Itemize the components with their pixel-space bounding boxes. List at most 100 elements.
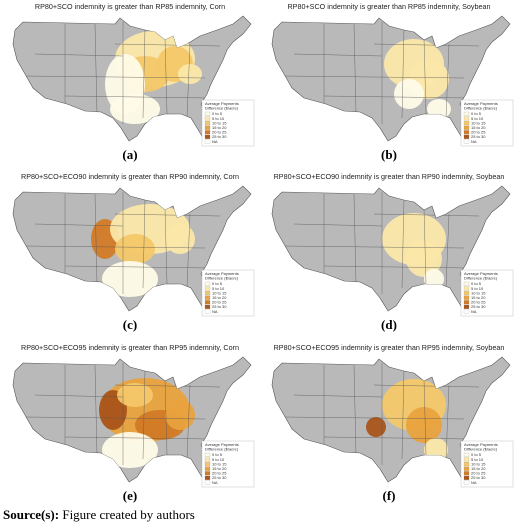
legend-label: 25 to 30 [212, 475, 227, 480]
legend-label: 0 to 5 [471, 452, 482, 457]
legend-swatch [204, 291, 211, 296]
legend-swatch [204, 281, 211, 286]
shading [283, 22, 480, 124]
state-line [164, 207, 168, 285]
state-line [24, 245, 206, 249]
state-line [186, 384, 191, 460]
legend-title: Difference ($/acre) [205, 447, 239, 452]
legend-title: Difference ($/acre) [464, 276, 498, 281]
state-line [186, 43, 191, 119]
state-line [373, 213, 480, 217]
state-line [401, 197, 405, 289]
map-panel: RP80+SCO indemnity is greater than RP85 … [12, 2, 255, 162]
legend-swatch [204, 462, 211, 467]
legend-swatch [463, 295, 470, 300]
legend-swatch [204, 309, 211, 314]
legend-label: 15 to 20 [471, 125, 486, 130]
state-line [24, 75, 206, 79]
legend-swatch [204, 457, 211, 462]
legend-label: 5 to 10 [212, 457, 225, 462]
legend-swatch [463, 121, 470, 126]
map-panel: RP80+SCO indemnity is greater than RP85 … [271, 2, 514, 162]
legend-swatch [463, 466, 470, 471]
state-line [64, 265, 211, 269]
state-line [24, 416, 206, 420]
legend-swatch [463, 116, 470, 121]
panel-title: RP80+SCO indemnity is greater than RP85 … [35, 2, 225, 11]
legend-label: 10 to 15 [471, 290, 486, 295]
state-line [114, 384, 221, 388]
state-line [293, 223, 383, 227]
legend-swatch [463, 281, 470, 286]
shading [283, 363, 480, 465]
state-line [283, 75, 465, 79]
legend-label: 0 to 5 [212, 111, 223, 116]
panel-label: (b) [381, 147, 397, 162]
legend-swatch [463, 462, 470, 467]
map-panel: RP80+SCO+ECO95 indemnity is greater than… [271, 343, 514, 503]
legend-title: Average Payments [464, 101, 498, 106]
source: Source(s): Figure created by authors [3, 507, 195, 522]
state-line [293, 394, 383, 398]
legend-title: Average Payments [464, 271, 498, 276]
state-line [186, 213, 191, 289]
county-shading [424, 269, 444, 289]
county-shading [115, 234, 155, 264]
county-shading [366, 417, 386, 437]
legend-label: 0 to 5 [212, 281, 223, 286]
state-line [114, 43, 221, 47]
legend-swatch [463, 475, 470, 480]
legend-box [201, 440, 255, 488]
panel-title: RP80+SCO+ECO95 indemnity is greater than… [21, 343, 239, 352]
state-line [34, 223, 124, 227]
legend-label: 20 to 25 [212, 300, 227, 305]
legend-label: NA [212, 480, 218, 485]
legend-label: NA [471, 480, 477, 485]
legend-label: 15 to 20 [471, 466, 486, 471]
state-line [293, 53, 383, 57]
state-line [64, 95, 211, 99]
state-line [353, 193, 357, 285]
state-line [94, 193, 98, 285]
state-line [401, 27, 405, 119]
shading [283, 192, 480, 294]
legend-label: 0 to 5 [471, 281, 482, 286]
legend-swatch [463, 139, 470, 144]
county-shading [102, 432, 158, 468]
legend-label: 10 to 15 [212, 290, 227, 295]
county-shading [406, 407, 442, 443]
legend-swatch [204, 452, 211, 457]
legend-title: Difference ($/acre) [205, 106, 239, 111]
legend-title: Difference ($/acre) [205, 276, 239, 281]
state-line [423, 37, 427, 115]
legend-label: 15 to 20 [212, 125, 227, 130]
panel-label: (f) [383, 488, 396, 503]
legend-swatch [463, 291, 470, 296]
legend-swatch [204, 471, 211, 476]
legend-label: 5 to 10 [212, 116, 225, 121]
legend-title: Difference ($/acre) [464, 447, 498, 452]
legend-label: 15 to 20 [471, 295, 486, 300]
legend-swatch [463, 304, 470, 309]
panel-title: RP80+SCO+ECO90 indemnity is greater than… [21, 172, 239, 181]
legend-swatch [204, 125, 211, 130]
county-shading [117, 383, 153, 407]
legend-label: 20 to 25 [471, 130, 486, 135]
state-line [445, 213, 450, 289]
legend-swatch [463, 130, 470, 135]
legend-swatch [463, 111, 470, 116]
panel-title: RP80+SCO+ECO90 indemnity is greater than… [274, 172, 505, 181]
legend-box [460, 269, 514, 317]
legend-label: 10 to 15 [471, 461, 486, 466]
legend-swatch [463, 471, 470, 476]
legend-swatch [204, 300, 211, 305]
legend-swatch [463, 452, 470, 457]
legend-label: 10 to 15 [471, 120, 486, 125]
panel-title: RP80+SCO+ECO95 indemnity is greater than… [274, 343, 505, 352]
legend-label: NA [471, 309, 477, 314]
